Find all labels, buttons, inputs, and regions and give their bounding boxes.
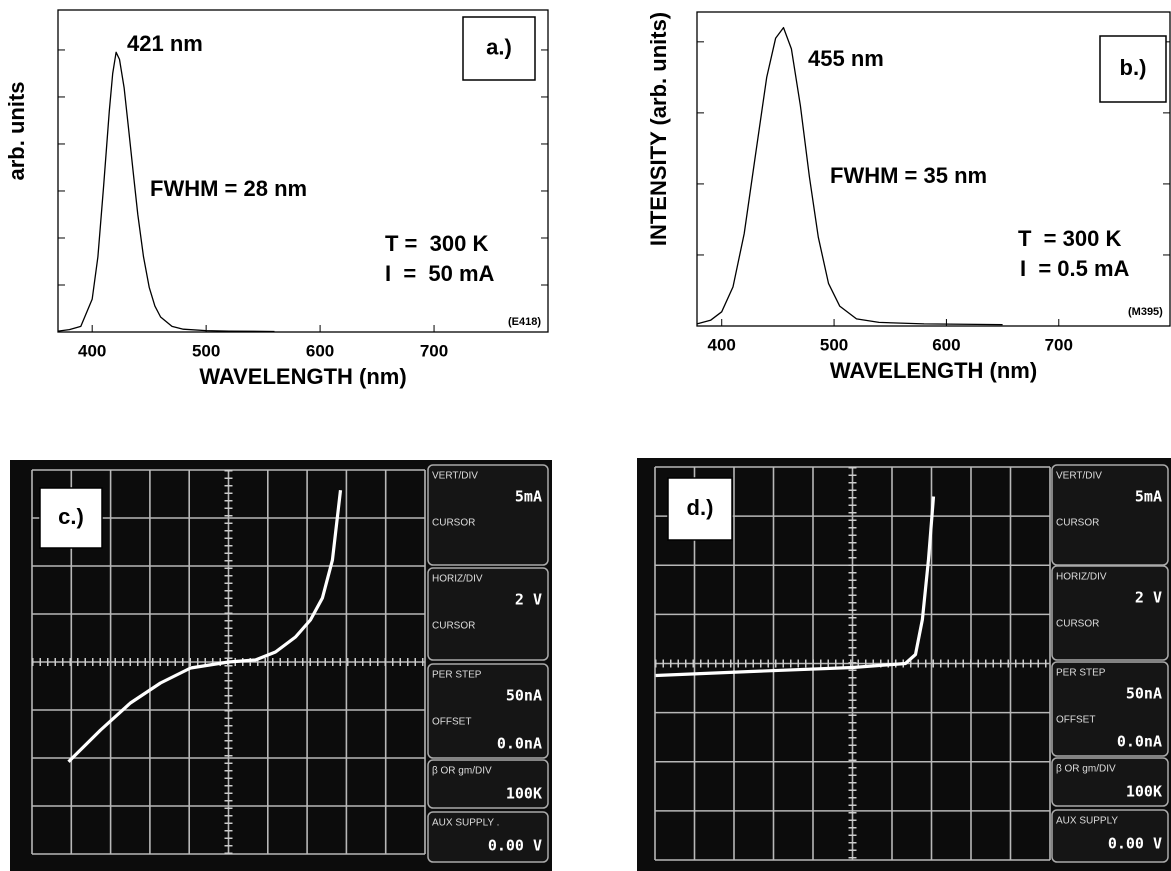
panel-label: a.)	[486, 34, 512, 59]
annotation: 421 nm	[127, 31, 203, 56]
x-tick-label: 700	[420, 341, 448, 360]
page: {"chart_data": [ {"type": "line", "panel…	[0, 0, 1171, 871]
readout-label: PER STEP	[1056, 668, 1106, 679]
x-tick-label: 400	[78, 341, 106, 360]
panel-label: c.)	[58, 504, 84, 529]
readout-sub: CURSOR	[432, 518, 475, 529]
annotation: 455 nm	[808, 46, 884, 71]
readout-label: HORIZ/DIV	[1056, 572, 1107, 583]
readout-value: 50nA	[1126, 685, 1162, 703]
annotation: T = 300 K	[1018, 226, 1121, 251]
readout-sub: CURSOR	[1056, 619, 1099, 630]
readout-sub: OFFSET	[1056, 715, 1095, 726]
readout-value: 50nA	[506, 687, 542, 705]
figure: 400 500 600 700 WAVELENGTH (nm) arb. units 421…	[0, 0, 1171, 871]
readout-sub-value: 0.0nA	[1117, 733, 1162, 751]
readout-value: 2 V	[1135, 589, 1162, 607]
readout-value: 0.00 V	[488, 837, 542, 855]
y-axis-label: arb. units	[4, 81, 29, 180]
readout-sub: CURSOR	[432, 621, 475, 632]
x-tick-label: 500	[820, 335, 848, 354]
annotation: FWHM = 28 nm	[150, 176, 307, 201]
readout-label: VERT/DIV	[432, 471, 478, 482]
x-tick-label: 400	[708, 335, 736, 354]
readout-value: 100K	[506, 785, 542, 803]
panel-label: d.)	[687, 495, 714, 520]
annotation: (M395)	[1128, 306, 1163, 318]
readout-label: β OR gm/DIV	[432, 766, 492, 777]
x-tick-label: 700	[1045, 335, 1073, 354]
x-axis-label: WAVELENGTH (nm)	[830, 358, 1037, 383]
readout-label: AUX SUPPLY .	[432, 818, 499, 829]
readout-value: 5mA	[515, 488, 542, 506]
annotation: (E418)	[508, 316, 541, 328]
readout-label: VERT/DIV	[1056, 471, 1102, 482]
x-tick-label: 500	[192, 341, 220, 360]
y-axis-label: INTENSITY (arb. units)	[646, 12, 671, 246]
annotation: FWHM = 35 nm	[830, 163, 987, 188]
readout-value: 100K	[1126, 783, 1162, 801]
readout-label: PER STEP	[432, 670, 482, 681]
x-tick-label: 600	[932, 335, 960, 354]
readout-sub: OFFSET	[432, 717, 471, 728]
readout-value: 5mA	[1135, 488, 1162, 506]
annotation: T = 300 K	[385, 231, 488, 256]
readout-value: 2 V	[515, 591, 542, 609]
x-tick-label: 600	[306, 341, 334, 360]
readout-value: 0.00 V	[1108, 835, 1162, 853]
readout-sub-value: 0.0nA	[497, 735, 542, 753]
annotation: I = 50 mA	[385, 261, 495, 286]
readout-sub: CURSOR	[1056, 518, 1099, 529]
readout-label: β OR gm/DIV	[1056, 764, 1116, 775]
panel-label: b.)	[1120, 55, 1147, 80]
x-axis-label: WAVELENGTH (nm)	[199, 364, 406, 389]
readout-label: AUX SUPPLY	[1056, 816, 1118, 827]
annotation: I = 0.5 mA	[1020, 256, 1130, 281]
readout-label: HORIZ/DIV	[432, 574, 483, 585]
